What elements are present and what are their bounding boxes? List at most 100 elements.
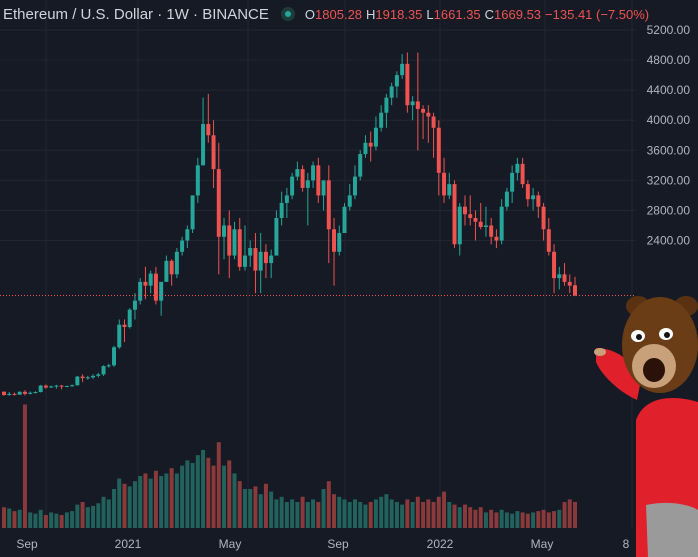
candle-body xyxy=(368,142,373,147)
time-tick-label: Sep xyxy=(327,537,349,551)
candle-body xyxy=(405,63,410,106)
candle-body xyxy=(573,285,577,296)
volume-bar xyxy=(75,504,80,528)
candle-body xyxy=(515,163,520,173)
volume-bar xyxy=(85,507,90,528)
volume-bar xyxy=(347,502,352,528)
candle-body xyxy=(2,391,6,396)
candle-body xyxy=(520,163,525,185)
candle-body xyxy=(59,385,64,387)
candle-body xyxy=(300,169,305,188)
price-tick-label: 2800.00 xyxy=(647,203,691,217)
volume-bar xyxy=(2,507,6,528)
volume-bar xyxy=(269,491,274,528)
volume-bar xyxy=(159,476,164,528)
candle-body xyxy=(263,251,268,264)
candle-body xyxy=(567,281,572,286)
candle-body xyxy=(373,127,378,147)
time-tick-label: May xyxy=(531,537,554,551)
volume-bar xyxy=(410,502,415,528)
candle-body xyxy=(483,225,488,227)
candle-body xyxy=(316,165,321,196)
candle-body xyxy=(421,108,426,113)
volume-bar xyxy=(379,496,384,528)
candle-body xyxy=(112,347,116,366)
candle-body xyxy=(489,225,494,237)
volume-bar xyxy=(180,465,185,528)
candle-body xyxy=(64,386,69,388)
volume-bar xyxy=(206,457,211,528)
candle-body xyxy=(227,225,232,256)
candle-body xyxy=(33,392,38,394)
candle-body xyxy=(269,255,274,264)
volume-bar xyxy=(227,460,232,528)
candle-body xyxy=(28,392,33,394)
volume-bar xyxy=(222,465,227,528)
candle-body xyxy=(101,366,106,375)
volume-bar xyxy=(316,502,321,528)
volume-bar xyxy=(258,494,263,528)
candle-body xyxy=(415,101,420,109)
candle-body xyxy=(358,154,363,177)
candle-body xyxy=(510,172,515,192)
volume-bar xyxy=(494,512,499,528)
volume-bar xyxy=(352,499,357,528)
close-label: C xyxy=(484,6,495,22)
high-label: H xyxy=(366,6,376,22)
volume-bar xyxy=(148,478,153,528)
volume-bars xyxy=(2,404,577,528)
volume-bar xyxy=(326,481,331,528)
volume-bar xyxy=(442,491,447,528)
volume-bar xyxy=(562,502,567,528)
candle-body xyxy=(342,206,347,234)
volume-bar xyxy=(164,473,169,528)
volume-bar xyxy=(541,509,546,528)
candle-body xyxy=(80,376,85,379)
volume-bar xyxy=(567,499,572,528)
candle-body xyxy=(394,75,399,87)
candle-body xyxy=(117,324,122,348)
volume-bar xyxy=(536,511,541,528)
candle-body xyxy=(431,116,436,128)
symbol-title[interactable]: Ethereum / U.S. Dollar · 1W · BINANCE xyxy=(3,5,269,23)
volume-bar xyxy=(483,512,488,528)
volume-bar xyxy=(342,499,347,528)
candle-body xyxy=(201,123,206,166)
candle-body xyxy=(148,273,153,286)
volume-bar xyxy=(122,483,127,528)
candle-body xyxy=(525,184,530,200)
volume-bar xyxy=(499,509,504,528)
volume-bar xyxy=(421,502,426,528)
volume-bar xyxy=(49,512,54,528)
volume-bar xyxy=(321,489,326,528)
candle-body xyxy=(504,191,509,207)
volume-bar xyxy=(504,512,509,528)
volume-bar xyxy=(242,489,247,528)
candle-body xyxy=(17,391,22,395)
volume-bar xyxy=(117,478,122,528)
bear-mascot-illustration xyxy=(594,296,698,557)
candle-body xyxy=(138,281,143,301)
time-axis: Sep 2021 May Sep 2022 May 8 xyxy=(16,537,629,551)
volume-bar xyxy=(415,496,420,528)
candle-body xyxy=(426,112,431,117)
candle-body xyxy=(54,385,59,387)
candle-body xyxy=(174,251,179,275)
price-tick-label: 4800.00 xyxy=(647,53,691,67)
candle-body xyxy=(284,195,289,203)
time-tick-label: 2021 xyxy=(115,537,142,551)
volume-bar xyxy=(525,513,530,528)
candle-body xyxy=(442,172,447,196)
volume-bar xyxy=(489,509,494,528)
volume-bar xyxy=(106,499,111,528)
candle-body xyxy=(169,260,174,275)
candle-body xyxy=(211,135,216,170)
volume-bar xyxy=(531,512,536,528)
volume-bar xyxy=(237,481,242,528)
candles xyxy=(2,52,577,396)
high-value: 1918.35 xyxy=(375,6,423,22)
volume-bar xyxy=(384,494,389,528)
candle-body xyxy=(436,127,441,173)
grid-lines xyxy=(0,0,636,528)
